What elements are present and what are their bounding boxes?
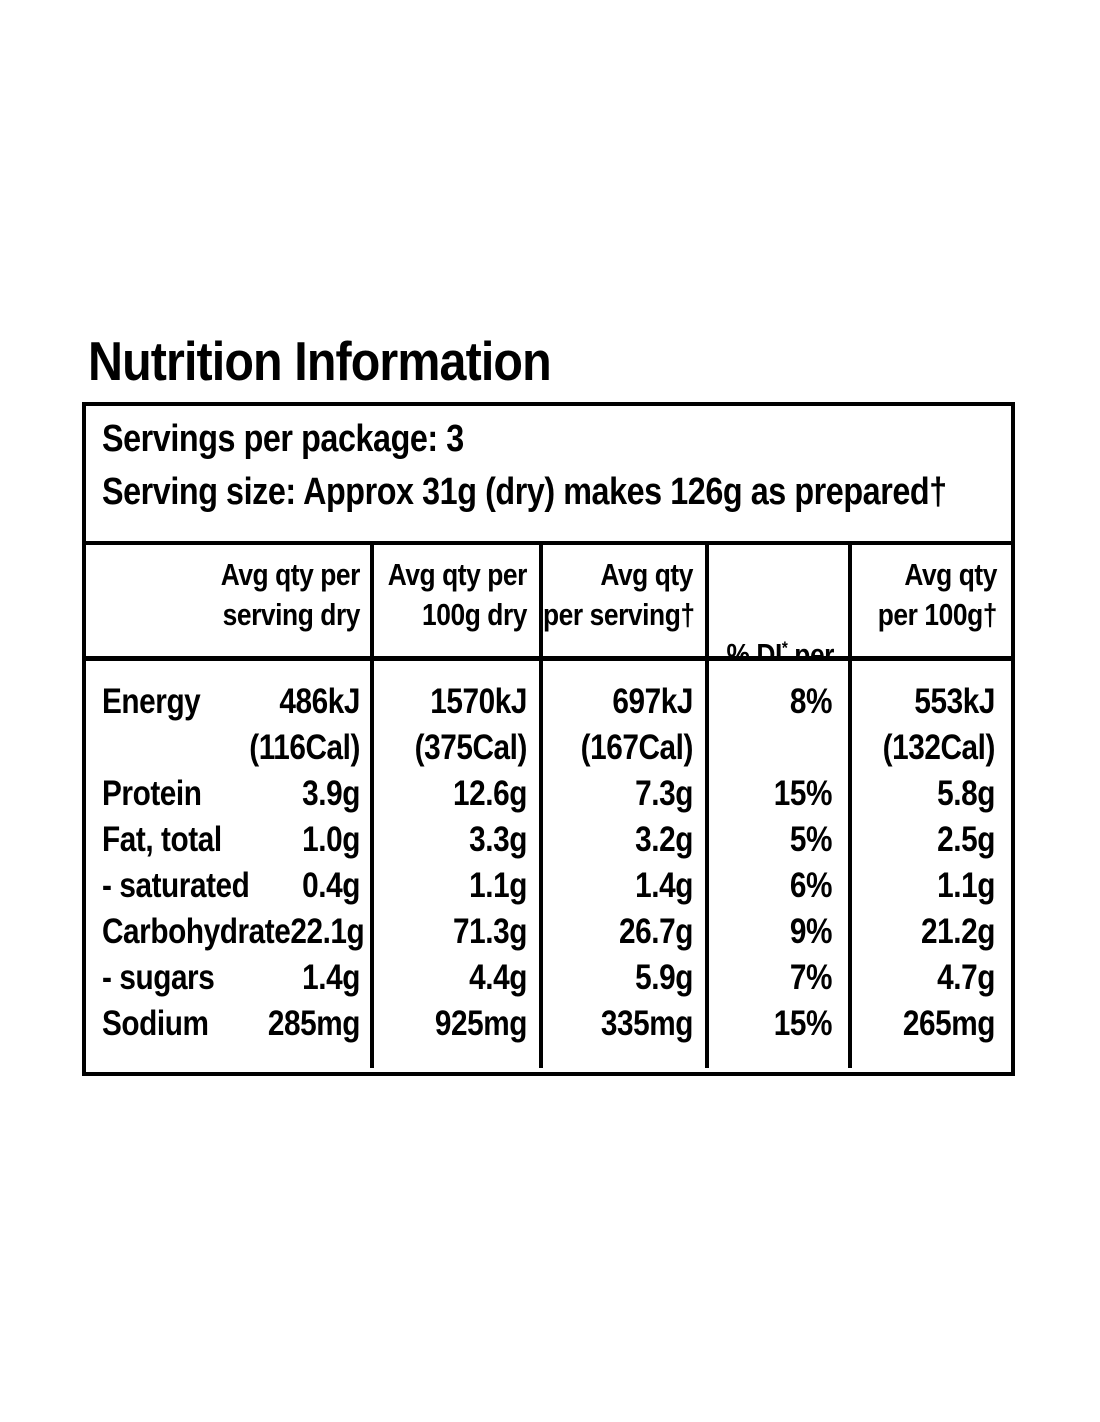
value-percent-di: 15% xyxy=(773,1004,833,1043)
value-per-100g: 4.7g xyxy=(937,958,995,997)
row-sodium: Sodium 285mg xyxy=(102,1001,360,1047)
header-avg-qty-per-100g: Avg qty per 100g† xyxy=(848,545,1011,656)
value-serving-dry: 3.9g xyxy=(302,774,361,813)
value-percent-di: 8% xyxy=(789,682,833,721)
value-serving-dry: 285mg xyxy=(267,1004,361,1043)
value-per-serving: 26.7g xyxy=(619,912,693,951)
value-serving-dry: (116Cal) xyxy=(249,728,361,767)
serving-size: Serving size: Approx 31g (dry) makes 126… xyxy=(102,471,947,513)
nutrient-label: - sugars xyxy=(102,958,215,997)
value-per-100g: 553kJ xyxy=(914,682,995,721)
value-percent-di: 9% xyxy=(789,912,833,951)
value-per-serving: 697kJ xyxy=(612,682,693,721)
table-body: Energy 486kJ (116Cal) Protein 3.9g Fat, to… xyxy=(86,661,1011,1068)
value-percent-di: 6% xyxy=(789,866,833,905)
value-per-100g: 2.5g xyxy=(937,820,995,859)
row-protein: Protein 3.9g xyxy=(102,771,360,817)
table-header-row: Avg qty per serving dry Avg qty per 100g… xyxy=(86,545,1011,661)
serving-info-section: Servings per package: 3 Serving size: Ap… xyxy=(86,406,1011,545)
nutrient-label: Protein xyxy=(102,774,202,813)
value-percent-di: 7% xyxy=(789,958,833,997)
value-per-100g: 265mg xyxy=(902,1004,996,1043)
value-100g-dry: (375Cal) xyxy=(414,728,528,767)
value-100g-dry: 4.4g xyxy=(469,958,527,997)
value-per-100g: 5.8g xyxy=(937,774,995,813)
row-energy: Energy 486kJ xyxy=(102,679,360,725)
header-percent-di-per-serving: % DI* per serving† xyxy=(705,545,848,656)
nutrition-table: Servings per package: 3 Serving size: Ap… xyxy=(82,402,1015,1076)
nutrient-label: - saturated xyxy=(102,866,250,905)
page-title: Nutrition Information xyxy=(88,330,552,392)
value-per-serving: 5.9g xyxy=(635,958,693,997)
value-serving-dry: 0.4g xyxy=(302,866,361,905)
header-avg-qty-per-serving: Avg qty per serving† xyxy=(539,545,705,656)
value-per-serving: 3.2g xyxy=(635,820,693,859)
value-serving-dry: 1.4g xyxy=(302,958,361,997)
column-percent-di: 8% 15% 5% 6% 9% 7% 15% xyxy=(705,661,848,1068)
column-per-100g-prepared: 553kJ (132Cal) 5.8g 2.5g 1.1g 21.2g 4.7g… xyxy=(848,661,1011,1068)
di-asterisk: * xyxy=(781,637,788,656)
header-avg-qty-100g-dry: Avg qty per 100g dry xyxy=(370,545,539,656)
value-per-serving: 7.3g xyxy=(635,774,693,813)
value-100g-dry: 3.3g xyxy=(469,820,527,859)
value-per-serving: 1.4g xyxy=(635,866,693,905)
column-100g-dry: 1570kJ (375Cal) 12.6g 3.3g 1.1g 71.3g 4.… xyxy=(370,661,539,1068)
row-sugars: - sugars 1.4g xyxy=(102,955,360,1001)
value-100g-dry: 925mg xyxy=(434,1004,528,1043)
value-per-serving: (167Cal) xyxy=(580,728,694,767)
nutrient-label: Sodium xyxy=(102,1004,209,1043)
value-serving-dry: 22.1g xyxy=(290,912,365,951)
value-per-100g: 1.1g xyxy=(937,866,995,905)
value-100g-dry: 71.3g xyxy=(453,912,527,951)
row-energy-cal: (116Cal) xyxy=(102,725,360,771)
nutrient-label: Fat, total xyxy=(102,820,222,859)
value-100g-dry: 1.1g xyxy=(469,866,527,905)
nutrient-label: Energy xyxy=(102,682,201,721)
column-nutrient-and-serving-dry: Energy 486kJ (116Cal) Protein 3.9g Fat, to… xyxy=(86,661,370,1068)
row-carbohydrate: Carbohydrate 22.1g xyxy=(102,909,365,955)
header-di-per: per xyxy=(787,637,835,656)
header-avg-qty-serving-dry: Avg qty per serving dry xyxy=(220,557,361,632)
row-fat-total: Fat, total 1.0g xyxy=(102,817,360,863)
header-di-text: % DI xyxy=(726,637,782,656)
value-100g-dry: 12.6g xyxy=(453,774,527,813)
value-100g-dry: 1570kJ xyxy=(430,682,527,721)
row-saturated: - saturated 0.4g xyxy=(102,863,360,909)
value-per-100g: 21.2g xyxy=(921,912,995,951)
nutrient-label: Carbohydrate xyxy=(102,912,291,951)
value-percent-di: 15% xyxy=(773,774,833,813)
value-percent-di xyxy=(709,725,832,771)
header-di-line1: % DI* per xyxy=(709,635,834,656)
value-serving-dry: 486kJ xyxy=(279,682,361,721)
value-per-100g: (132Cal) xyxy=(882,728,996,767)
column-per-serving-prepared: 697kJ (167Cal) 7.3g 3.2g 1.4g 26.7g 5.9g… xyxy=(539,661,705,1068)
value-per-serving: 335mg xyxy=(600,1004,694,1043)
servings-per-package: Servings per package: 3 xyxy=(102,418,464,460)
value-serving-dry: 1.0g xyxy=(302,820,361,859)
value-percent-di: 5% xyxy=(789,820,833,859)
